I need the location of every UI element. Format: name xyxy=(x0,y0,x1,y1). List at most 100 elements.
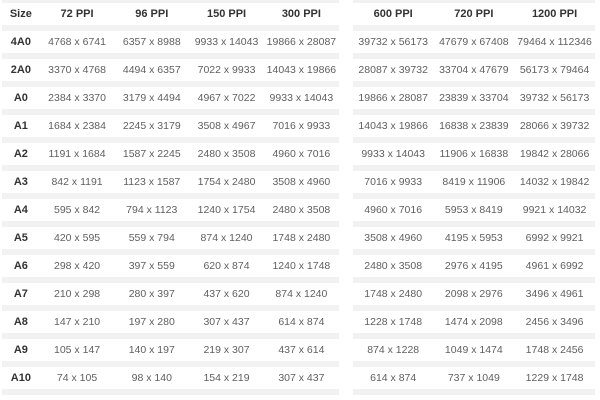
table-row: 14043 x 19866 16838 x 23839 28066 x 3973… xyxy=(352,115,595,137)
dimension-cell-600ppi: 614 x 874 xyxy=(370,372,417,384)
table-row: A7 210 x 298 280 x 397 437 x 620 874 x 1… xyxy=(2,283,339,305)
table-row: A5 420 x 595 559 x 794 874 x 1240 1748 x… xyxy=(2,227,339,249)
dimension-cell-150ppi: 2480 x 3508 xyxy=(197,148,256,160)
dimension-cell-720ppi: 5953 x 8419 xyxy=(444,204,503,216)
column-header-300ppi: 300 PPI xyxy=(281,8,321,20)
dimension-cell-720ppi: 1049 x 1474 xyxy=(444,344,503,356)
dimension-cell-300ppi: 1748 x 2480 xyxy=(272,232,331,244)
dimension-cell-600ppi: 9933 x 14043 xyxy=(361,148,425,160)
table-header-row: Size 72 PPI 96 PPI 150 PPI 300 PPI xyxy=(2,3,339,25)
dimension-cell-300ppi: 437 x 614 xyxy=(278,344,325,356)
dimension-cell-72ppi: 147 x 210 xyxy=(54,316,101,328)
dimension-cell-96ppi: 559 x 794 xyxy=(128,232,175,244)
dimension-cell-96ppi: 4494 x 6357 xyxy=(122,64,181,76)
dimension-cell-150ppi: 1240 x 1754 xyxy=(197,204,256,216)
dimension-cell-1200ppi: 9921 x 14032 xyxy=(522,204,587,216)
dimension-cell-150ppi: 9933 x 14043 xyxy=(194,36,259,48)
size-label-cell: A4 xyxy=(13,204,28,216)
column-header-size: Size xyxy=(9,8,32,20)
dimension-cell-96ppi: 397 x 559 xyxy=(128,260,175,272)
dimension-cell-72ppi: 842 x 1191 xyxy=(51,176,103,188)
dimension-cell-150ppi: 620 x 874 xyxy=(203,260,250,272)
dimension-cell-600ppi: 4960 x 7016 xyxy=(364,204,423,216)
dimension-cell-96ppi: 1123 x 1587 xyxy=(123,176,181,188)
dimension-cell-720ppi: 33704 x 47679 xyxy=(439,64,509,76)
dimension-cell-300ppi: 307 x 437 xyxy=(278,372,325,384)
dimension-cell-300ppi: 3508 x 4960 xyxy=(272,176,331,188)
table-row: A3 842 x 1191 1123 x 1587 1754 x 2480 35… xyxy=(2,171,339,193)
dimension-cell-1200ppi: 14032 x 19842 xyxy=(519,176,590,188)
table-row: 4A0 4768 x 6741 6357 x 8988 9933 x 14043… xyxy=(2,31,339,53)
dimension-cell-72ppi: 3370 x 4768 xyxy=(48,64,106,76)
size-label-cell: 2A0 xyxy=(10,64,31,76)
size-label-cell: A5 xyxy=(13,232,28,244)
dimension-cell-150ppi: 437 x 620 xyxy=(203,288,250,300)
dimension-cell-72ppi: 595 x 842 xyxy=(54,204,101,216)
dimension-cell-96ppi: 140 x 197 xyxy=(128,344,175,356)
dimension-cell-720ppi: 737 x 1049 xyxy=(447,372,500,384)
dimension-cell-150ppi: 3508 x 4967 xyxy=(197,120,256,132)
dimension-cell-96ppi: 3179 x 4494 xyxy=(122,92,181,104)
table-row: 9933 x 14043 11906 x 16838 19842 x 28066 xyxy=(352,143,595,165)
dimension-cell-150ppi: 1754 x 2480 xyxy=(197,176,256,188)
column-header-96ppi: 96 PPI xyxy=(135,8,169,20)
dimension-cell-96ppi: 6357 x 8988 xyxy=(122,36,181,48)
column-header-720ppi: 720 PPI xyxy=(454,8,494,20)
dimension-cell-96ppi: 197 x 280 xyxy=(128,316,175,328)
table-row: 4960 x 7016 5953 x 8419 9921 x 14032 xyxy=(352,199,595,221)
table-gutter xyxy=(338,0,353,400)
table-row: 1748 x 2480 2098 x 2976 3496 x 4961 xyxy=(352,283,595,305)
dimension-cell-300ppi: 19866 x 28087 xyxy=(266,36,337,48)
column-header-600ppi: 600 PPI xyxy=(373,8,413,20)
table-row: 3508 x 4960 4195 x 5953 6992 x 9921 xyxy=(352,227,595,249)
size-label-cell: A2 xyxy=(13,148,28,160)
dimension-cell-720ppi: 11906 x 16838 xyxy=(439,148,509,160)
dimension-cell-300ppi: 14043 x 19866 xyxy=(266,64,337,76)
dimension-cell-300ppi: 9933 x 14043 xyxy=(269,92,334,104)
table-row: A0 2384 x 3370 3179 x 4494 4967 x 7022 9… xyxy=(2,87,339,109)
table-row: A8 147 x 210 197 x 280 307 x 437 614 x 8… xyxy=(2,311,339,333)
dimension-cell-600ppi: 39732 x 56173 xyxy=(358,36,428,48)
dimension-cell-96ppi: 2245 x 3179 xyxy=(122,120,181,132)
dimension-cell-96ppi: 98 x 140 xyxy=(131,372,172,384)
dimension-cell-1200ppi: 56173 x 79464 xyxy=(519,64,590,76)
size-label-cell: A9 xyxy=(13,344,28,356)
dimension-cell-72ppi: 210 x 298 xyxy=(54,288,101,300)
table-row: A1 1684 x 2384 2245 x 3179 3508 x 4967 7… xyxy=(2,115,339,137)
table-row: 874 x 1228 1049 x 1474 1748 x 2456 xyxy=(352,339,595,361)
dimension-cell-150ppi: 7022 x 9933 xyxy=(197,64,256,76)
column-header-1200ppi: 1200 PPI xyxy=(531,8,578,20)
dimension-cell-600ppi: 2480 x 3508 xyxy=(364,260,423,272)
dimension-cell-720ppi: 8419 x 11906 xyxy=(442,176,506,188)
dimension-cell-720ppi: 23839 x 33704 xyxy=(439,92,509,104)
dimension-cell-1200ppi: 2456 x 3496 xyxy=(525,316,584,328)
dimension-cell-72ppi: 1684 x 2384 xyxy=(48,120,106,132)
column-header-72ppi: 72 PPI xyxy=(60,8,94,20)
table-row: A10 74 x 105 98 x 140 154 x 219 307 x 43… xyxy=(2,367,339,389)
size-label-cell: A3 xyxy=(13,176,28,188)
dimension-cell-600ppi: 3508 x 4960 xyxy=(364,232,423,244)
size-label-cell: A8 xyxy=(13,316,28,328)
table-row: A2 1191 x 1684 1587 x 2245 2480 x 3508 4… xyxy=(2,143,339,165)
dimension-cell-1200ppi: 1748 x 2456 xyxy=(525,344,584,356)
table-header-row: 600 PPI 720 PPI 1200 PPI xyxy=(352,3,595,25)
dimension-cell-150ppi: 154 x 219 xyxy=(203,372,250,384)
dimension-cell-600ppi: 28087 x 39732 xyxy=(358,64,428,76)
dimension-cell-1200ppi: 28066 x 39732 xyxy=(519,120,590,132)
dimension-cell-150ppi: 307 x 437 xyxy=(203,316,250,328)
column-header-150ppi: 150 PPI xyxy=(206,8,247,20)
dimension-cell-72ppi: 2384 x 3370 xyxy=(48,92,106,104)
size-label-cell: A0 xyxy=(13,92,28,104)
paper-size-table-low-ppi: Size 72 PPI 96 PPI 150 PPI 300 PPI 4A0 4… xyxy=(2,0,339,395)
dimension-cell-72ppi: 105 x 147 xyxy=(54,344,101,356)
dimension-cell-1200ppi: 4961 x 6992 xyxy=(525,260,584,272)
dimension-cell-300ppi: 4960 x 7016 xyxy=(272,148,331,160)
dimension-cell-600ppi: 874 x 1228 xyxy=(367,344,420,356)
size-label-cell: A1 xyxy=(13,120,28,132)
dimension-cell-600ppi: 14043 x 19866 xyxy=(358,120,428,132)
table-row: 7016 x 9933 8419 x 11906 14032 x 19842 xyxy=(352,171,595,193)
dimension-cell-72ppi: 298 x 420 xyxy=(54,260,101,272)
dimension-cell-600ppi: 1228 x 1748 xyxy=(364,316,423,328)
dimension-cell-1200ppi: 3496 x 4961 xyxy=(525,288,584,300)
